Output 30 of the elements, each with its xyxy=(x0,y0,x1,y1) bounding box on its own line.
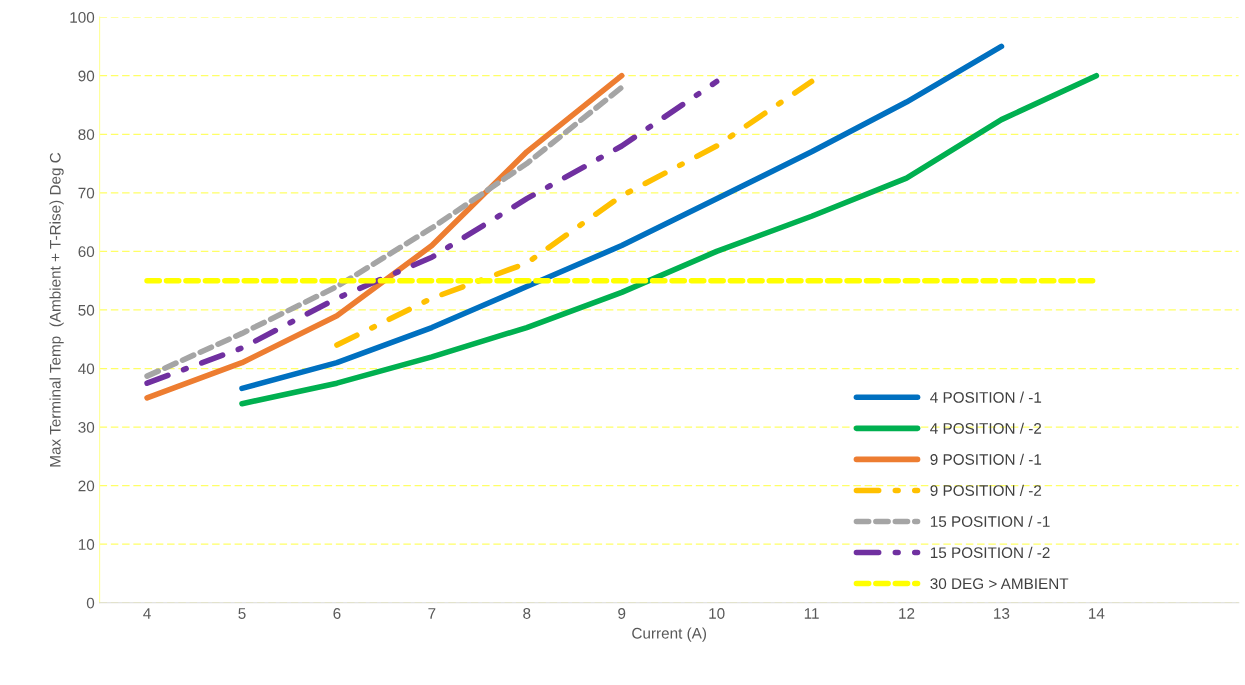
legend-label: 15 POSITION / -1 xyxy=(930,515,1050,527)
x-tick-label: 5 xyxy=(238,608,246,619)
y-axis-title: Max Terminal Temp (Ambient + T-Rise) Deg C xyxy=(49,152,64,467)
legend-label: 15 POSITION / -2 xyxy=(930,546,1050,559)
x-tick-label: 7 xyxy=(428,608,436,619)
legend-label: 30 DEG > AMBIENT xyxy=(930,578,1069,590)
legend-label: 9 POSITION / -1 xyxy=(930,453,1042,465)
y-tick-label: 100 xyxy=(70,11,95,23)
y-tick-label: 0 xyxy=(86,597,95,609)
y-tick-label: 70 xyxy=(78,187,95,199)
y-tick-label: 20 xyxy=(78,480,95,492)
x-tick-label: 14 xyxy=(1089,608,1105,619)
x-tick-label: 6 xyxy=(333,608,341,619)
y-tick-label: 60 xyxy=(78,246,95,258)
y-tick-label: 80 xyxy=(78,129,95,140)
legend-label: 4 POSITION / -1 xyxy=(930,391,1042,403)
x-tick-label: 9 xyxy=(618,608,626,619)
y-tick-label: 40 xyxy=(78,363,95,375)
y-tick-label: 30 xyxy=(78,421,95,433)
y-tick-label: 90 xyxy=(78,70,95,82)
y-tick-label: 10 xyxy=(78,539,95,550)
x-axis-title: Current (A) xyxy=(632,627,707,642)
x-tick-label: 11 xyxy=(804,608,819,619)
y-tick-label: 50 xyxy=(78,304,95,316)
x-tick-label: 4 xyxy=(143,608,151,619)
x-tick-label: 10 xyxy=(709,608,725,619)
x-tick-label: 13 xyxy=(994,608,1010,619)
x-tick-label: 8 xyxy=(523,608,531,619)
x-tick-label: 12 xyxy=(899,608,915,619)
legend-label: 9 POSITION / -2 xyxy=(930,484,1042,496)
